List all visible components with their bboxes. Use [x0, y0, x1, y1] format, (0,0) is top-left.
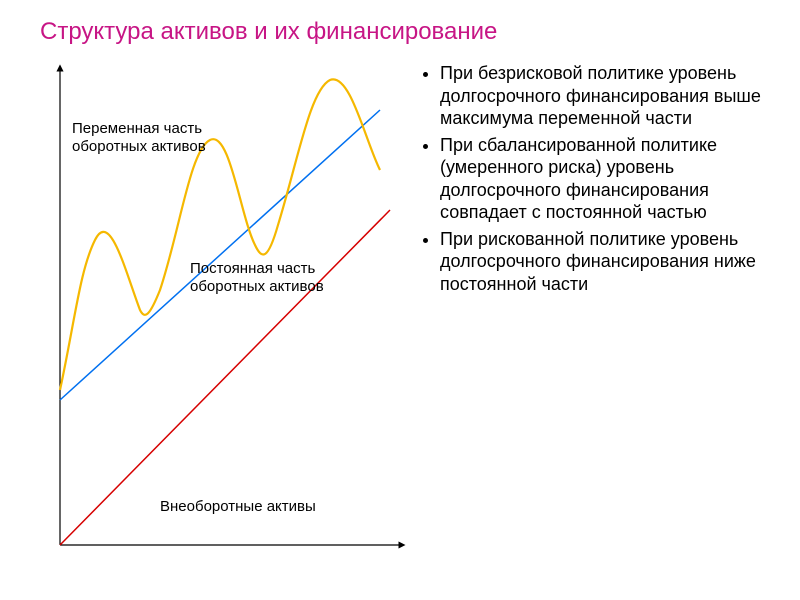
- chart-area: Переменная частьоборотных активов Постоя…: [30, 60, 410, 560]
- label-variable: Переменная частьоборотных активов: [72, 120, 206, 156]
- bullet-item-1: При безрисковой политике уровень долгоср…: [440, 62, 780, 130]
- label-fixed-text: Внеоборотные активы: [160, 498, 316, 515]
- bullet-item-2: При сбалансированной политике (умеренног…: [440, 134, 780, 224]
- bullet-item-3: При рискованной политике уровень долгоср…: [440, 228, 780, 296]
- label-fixed: Внеоборотные активы: [160, 498, 316, 516]
- label-variable-line1: Переменная частьоборотных активов: [72, 120, 206, 155]
- bullet-list: При безрисковой политике уровень долгоср…: [420, 62, 780, 299]
- page-title: Структура активов и их финансирование: [40, 18, 497, 46]
- label-constant: Постоянная частьоборотных активов: [190, 260, 324, 296]
- label-constant-text: Постоянная частьоборотных активов: [190, 260, 324, 295]
